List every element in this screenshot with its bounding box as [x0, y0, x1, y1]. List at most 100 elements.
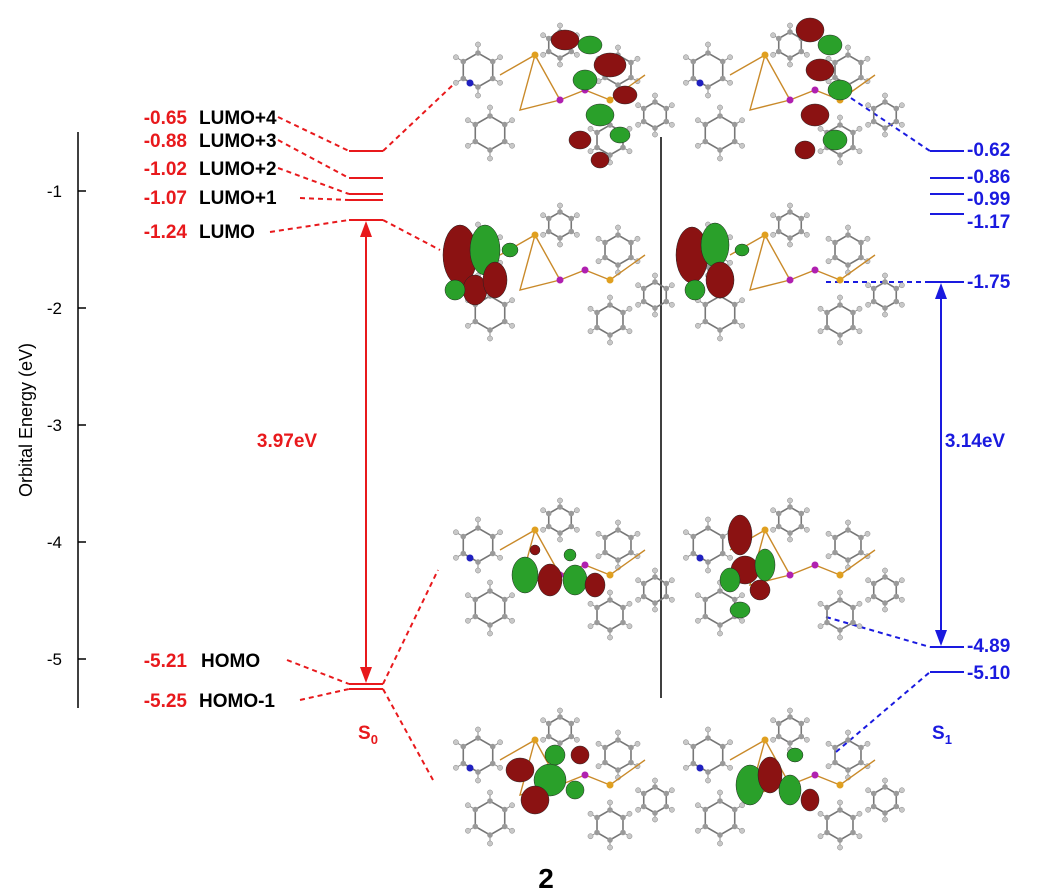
connector	[382, 569, 439, 685]
carbon-atom	[824, 619, 830, 626]
hydrogen-atom	[837, 294, 843, 301]
hydrogen-atom	[804, 507, 810, 514]
carbon-atom	[475, 559, 481, 565]
orbital-lobe-negative	[700, 222, 730, 268]
hydrogen-atom	[899, 577, 905, 584]
carbon-atom	[615, 737, 621, 743]
carbon-atom	[798, 720, 805, 727]
connector	[286, 659, 350, 685]
carbon-atom	[717, 588, 723, 594]
orbital-lobe-negative	[585, 103, 615, 127]
carbon-atom	[545, 523, 552, 530]
iodine-atom	[786, 571, 794, 579]
s0-name-lumo1: LUMO+1	[199, 188, 277, 209]
hydrogen-atom	[615, 44, 621, 51]
hydrogen-atom	[453, 54, 459, 61]
carbon-atom	[731, 823, 738, 830]
carbon-atom	[731, 806, 738, 813]
carbon-atom	[798, 48, 805, 55]
orbital-lobes	[442, 224, 519, 306]
carbon-atom	[487, 832, 493, 838]
carbon-atom	[628, 744, 634, 751]
hydrogen-atom	[695, 117, 701, 124]
carbon-atom	[850, 829, 856, 836]
carbon-atom	[460, 760, 467, 767]
carbon-atom	[652, 125, 658, 131]
orbital-lobes	[550, 29, 638, 169]
hydrogen-atom	[787, 497, 793, 504]
carbon-atom	[798, 523, 805, 530]
carbon-atom	[717, 622, 723, 628]
phenyl-ring	[704, 800, 736, 836]
phosphorus-atom	[531, 51, 539, 59]
hydrogen-atom	[669, 806, 675, 813]
s1-state-label-main: S	[932, 723, 945, 744]
carbon-atom	[717, 798, 723, 804]
carbon-atom	[731, 138, 738, 145]
hydrogen-atom	[557, 707, 563, 714]
hydrogen-atom	[607, 844, 613, 851]
phenyl-ring	[642, 281, 668, 309]
hydrogen-atom	[804, 231, 810, 238]
carbon-atom	[615, 232, 621, 238]
hydrogen-atom	[770, 526, 776, 533]
carbon-atom	[870, 580, 877, 587]
carbon-atom	[620, 604, 626, 611]
orbital-lobes	[505, 744, 590, 815]
hydrogen-atom	[787, 536, 793, 543]
carbon-atom	[472, 823, 479, 830]
carbon-atom	[475, 735, 481, 741]
carbon-atom	[607, 302, 613, 308]
hydrogen-atom	[856, 623, 863, 630]
hydrogen-atom	[865, 282, 871, 289]
hydrogen-atom	[817, 328, 824, 335]
hydrogen-atom	[626, 305, 633, 312]
orbital-lobe-positive	[568, 130, 592, 150]
molecule-skeleton	[453, 22, 675, 166]
hydrogen-atom	[825, 530, 832, 537]
carbon-atom	[489, 743, 496, 750]
hydrogen-atom	[739, 827, 745, 834]
hydrogen-atom	[683, 739, 689, 746]
hydrogen-atom	[453, 529, 459, 536]
hydrogen-atom	[717, 155, 723, 162]
hydrogen-atom	[595, 235, 602, 242]
carbon-atom	[472, 318, 479, 325]
hydrogen-atom	[837, 159, 843, 166]
carbon-atom	[545, 228, 552, 235]
y-tick-label: -5	[47, 650, 62, 669]
phenyl-ring	[596, 599, 624, 631]
hydrogen-atom	[557, 22, 563, 29]
hydrogen-atom	[717, 840, 723, 847]
hydrogen-atom	[865, 577, 871, 584]
hydrogen-atom	[635, 102, 641, 109]
hydrogen-atom	[615, 519, 621, 526]
carbon-atom	[640, 593, 647, 600]
carbon-atom	[615, 767, 621, 773]
carbon-atom	[893, 285, 900, 292]
carbon-atom	[663, 105, 670, 112]
orbital-lobes	[794, 17, 853, 160]
carbon-atom	[837, 807, 843, 813]
hydrogen-atom	[615, 224, 621, 231]
carbon-atom	[557, 740, 563, 746]
y-tick-label: -4	[47, 533, 62, 552]
hydrogen-atom	[465, 827, 471, 834]
carbon-atom	[501, 806, 508, 813]
s1-value: -1.17	[967, 212, 1010, 233]
hydrogen-atom	[865, 121, 871, 128]
s0-value-lumo1: -1.07	[144, 188, 187, 209]
carbon-atom	[705, 84, 711, 90]
hydrogen-atom	[540, 231, 546, 238]
carbon-atom	[620, 324, 626, 331]
s0-value-lumo3: -0.88	[144, 131, 187, 152]
carbon-atom	[731, 121, 738, 128]
carbon-atom	[882, 305, 888, 311]
hydrogen-atom	[557, 536, 563, 543]
hydrogen-atom	[856, 148, 863, 155]
iodine-atom	[811, 266, 819, 274]
carbon-atom	[798, 215, 805, 222]
hydrogen-atom	[487, 104, 493, 111]
s0-name-lumo: LUMO	[199, 222, 255, 243]
carbon-atom	[787, 504, 793, 510]
